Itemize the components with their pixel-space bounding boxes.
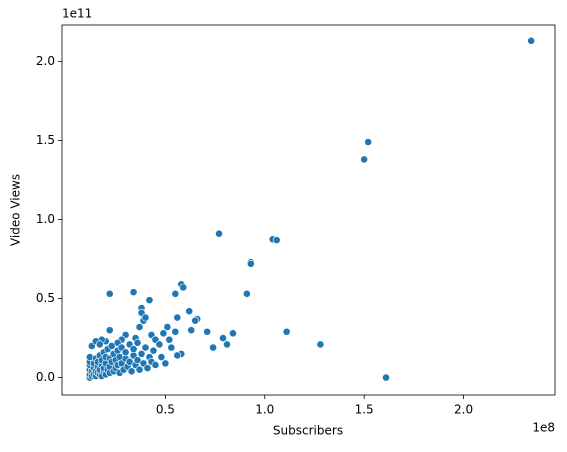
point [125, 357, 134, 366]
y-tick-label: 0.0 [36, 370, 55, 384]
point [171, 327, 180, 336]
point [129, 288, 138, 297]
point [155, 340, 164, 349]
point [141, 313, 150, 322]
point [141, 343, 150, 352]
point [157, 353, 166, 361]
point [129, 345, 138, 354]
axes-frame [61, 24, 556, 396]
point [527, 36, 536, 45]
point [173, 313, 182, 322]
point [133, 356, 142, 365]
point [215, 229, 223, 238]
x-axis-label: Subscribers [273, 424, 343, 438]
x-offset-label: 1e8 [532, 421, 555, 435]
point [364, 138, 373, 146]
point [242, 289, 251, 298]
x-tick-label: 1.5 [355, 403, 374, 417]
point [105, 289, 114, 298]
point [223, 340, 231, 349]
point [282, 327, 291, 336]
point [191, 316, 200, 325]
point [173, 351, 182, 360]
point [135, 365, 144, 374]
point [159, 329, 168, 338]
point [149, 346, 158, 355]
point [105, 326, 114, 335]
point [127, 367, 136, 376]
point [360, 155, 369, 164]
y-tick-label: 2.0 [36, 54, 55, 68]
y-tick-label: 1.0 [36, 212, 55, 226]
point [137, 349, 146, 358]
point [133, 338, 142, 347]
point [151, 361, 160, 369]
y-offset-label: 1e11 [62, 7, 92, 21]
point [219, 334, 227, 342]
point [229, 329, 237, 338]
x-tick-label: 0.5 [156, 403, 175, 417]
point [107, 342, 116, 350]
point [163, 323, 172, 331]
point [179, 283, 188, 292]
point [171, 289, 180, 298]
point [135, 323, 144, 331]
point [95, 340, 104, 349]
point [185, 307, 194, 316]
point [272, 236, 281, 244]
point [382, 373, 390, 382]
y-tick-label: 1.5 [36, 133, 55, 147]
y-tick-label: 0.5 [36, 291, 55, 305]
x-tick-label: 1.0 [255, 403, 274, 417]
point [145, 296, 154, 305]
point [209, 343, 217, 352]
y-axis-label: Video Views [9, 174, 23, 246]
point [316, 340, 325, 349]
point [121, 348, 130, 357]
point [161, 359, 170, 368]
point [143, 364, 152, 373]
point [167, 343, 176, 352]
point [203, 327, 212, 336]
point [246, 259, 255, 268]
point [165, 335, 174, 344]
x-tick-label: 2.0 [454, 403, 473, 417]
point [187, 326, 196, 335]
